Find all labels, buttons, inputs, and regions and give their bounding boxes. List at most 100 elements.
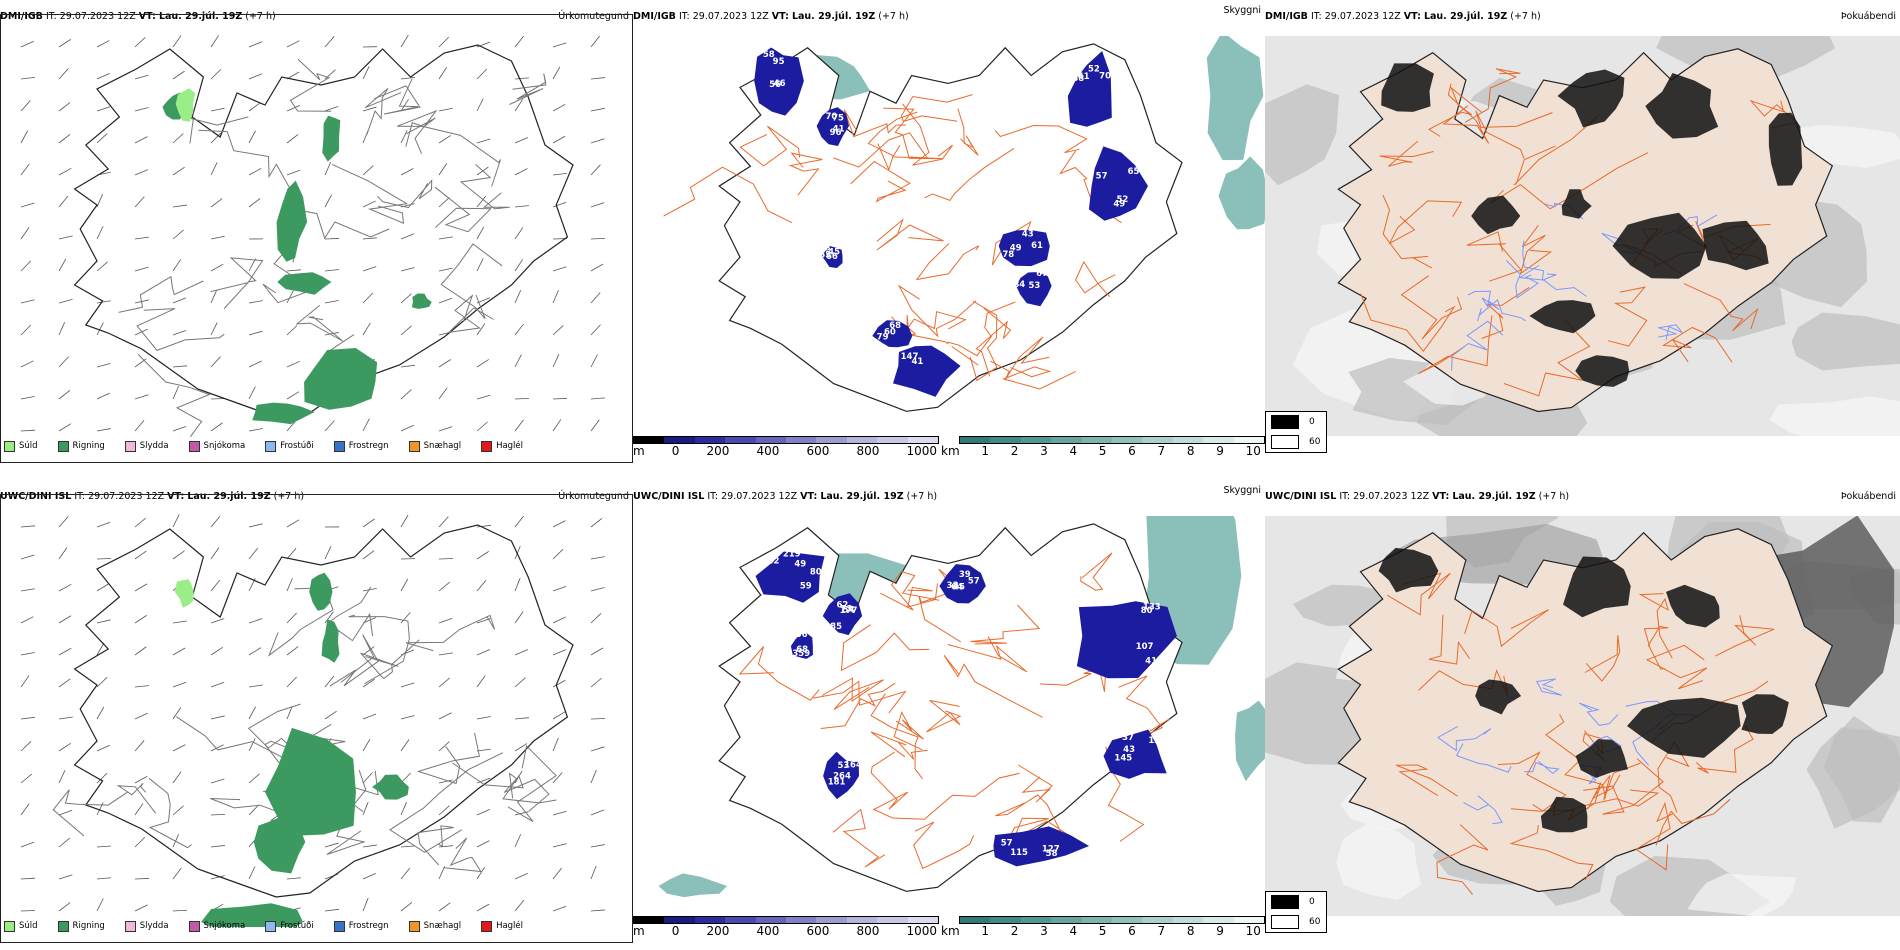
road-line: [1635, 801, 1673, 871]
colorbar-cell: [907, 437, 939, 443]
legend-item: Frostúði: [265, 440, 314, 452]
wind-barb: [438, 297, 453, 304]
wind-barb: [210, 422, 223, 432]
wind-barb: [286, 877, 301, 880]
wind-barb: [590, 746, 605, 752]
wind-barb: [590, 324, 601, 336]
panel-header: UWC/DINI ISL IT: 29.07.2023 12Z VT: Lau.…: [0, 488, 633, 506]
colorbar-tick: 10: [1245, 444, 1261, 458]
road-line: [210, 798, 299, 821]
wind-barb: [552, 711, 566, 720]
fog-shade: [1791, 312, 1900, 371]
wind-barb: [438, 359, 452, 368]
colorbar-tick: 6: [1128, 444, 1136, 458]
wind-barb: [96, 619, 111, 624]
colorbar-cell: [725, 917, 756, 923]
wind-barb: [286, 646, 299, 656]
colorbar-m: [633, 916, 939, 924]
colorbar-cell: [1112, 917, 1143, 923]
panel-header: DMI/IGB IT: 29.07.2023 12Z VT: Lau. 29.j…: [0, 8, 633, 26]
wind-barb: [172, 425, 187, 432]
panel-title: Skyggni: [1223, 485, 1261, 496]
colorbar-tick: 8: [1186, 924, 1195, 938]
wind-barb: [552, 103, 566, 112]
road-line: [813, 680, 907, 714]
legend-swatch: [57, 440, 69, 452]
wind-barb: [286, 104, 300, 112]
wind-barb: [514, 649, 529, 656]
wind-barb: [172, 805, 184, 816]
wind-barb: [590, 865, 597, 880]
wind-barb: [248, 330, 263, 336]
wind-barb: [362, 873, 376, 880]
road-line: [452, 762, 557, 804]
wind-barb: [58, 716, 73, 720]
fog-legend: 0 60: [1265, 411, 1327, 453]
cloud-height-label: 84: [1013, 280, 1025, 290]
wind-barb: [20, 299, 35, 304]
road-line: [832, 808, 886, 868]
wind-barb: [476, 138, 491, 144]
cloud-height-label: 57: [1096, 172, 1108, 182]
fog-shade: [1769, 396, 1900, 436]
legend-label: Snjókoma: [203, 441, 246, 451]
model-name: DMI/IGB: [0, 11, 43, 22]
wind-barb: [514, 227, 524, 240]
wind-barb: [58, 423, 72, 432]
colorbar-cell: [725, 437, 756, 443]
wind-barb: [552, 680, 566, 688]
cloud-height-label: 49: [1010, 244, 1022, 254]
wind-barb: [96, 362, 111, 368]
road-line: [348, 614, 410, 685]
road-line: [915, 242, 980, 281]
colorbar-tick: 0: [671, 924, 680, 938]
rain-area: [252, 402, 315, 425]
river-line: [1477, 299, 1526, 322]
wind-barb: [172, 681, 187, 688]
colorbar-km-ticks: km 1 2 3 4 5 6 7 8 9 10: [941, 924, 1261, 938]
road-line: [1436, 824, 1489, 895]
wind-barb: [400, 901, 413, 912]
wind-barb: [172, 514, 180, 528]
wind-barb: [210, 715, 225, 720]
road-line: [364, 88, 402, 135]
wind-barb: [96, 744, 110, 752]
wind-barb: [58, 195, 69, 208]
rain-area: [265, 727, 356, 836]
wind-barb: [552, 843, 567, 848]
road-line: [1464, 68, 1521, 123]
wind-barb: [248, 198, 261, 208]
road-line: [1683, 283, 1759, 332]
wind-barb: [248, 386, 256, 400]
road-line: [893, 711, 924, 751]
wind-barb: [552, 419, 562, 432]
road-line: [118, 275, 204, 313]
road-line: [444, 837, 482, 873]
wind-barb: [590, 237, 606, 240]
low-cloud-area: [822, 593, 863, 636]
wind-barb: [438, 779, 453, 784]
wind-barb: [514, 77, 529, 80]
wind-barb: [20, 652, 35, 656]
colorbar-cell: [664, 917, 695, 923]
fog-dense-area: [1741, 694, 1789, 734]
wind-barb: [324, 710, 337, 720]
legend-swatch: [4, 920, 15, 932]
wind-barb: [248, 618, 263, 624]
fog-dense-area: [1529, 300, 1596, 334]
wind-barb: [20, 100, 31, 112]
panel-header: UWC/DINI ISL IT: 29.07.2023 12Z VT: Lau.…: [633, 485, 1265, 506]
wind-barb: [248, 130, 256, 144]
wind-barb: [20, 40, 34, 48]
wind-barb: [96, 642, 105, 656]
wind-barb: [400, 98, 409, 112]
wind-barb: [248, 866, 256, 880]
wind-barb: [438, 36, 450, 48]
legend-label: Snjókoma: [203, 921, 246, 931]
river-line: [1436, 725, 1492, 752]
cloud-height-label: 56: [769, 80, 781, 90]
precip-panel-top: DMI/IGB IT: 29.07.2023 12Z VT: Lau. 29.j…: [0, 8, 633, 463]
cloud-height-label: 85: [830, 622, 842, 632]
wind-barb: [172, 771, 182, 784]
legend-swatch: [57, 920, 69, 932]
